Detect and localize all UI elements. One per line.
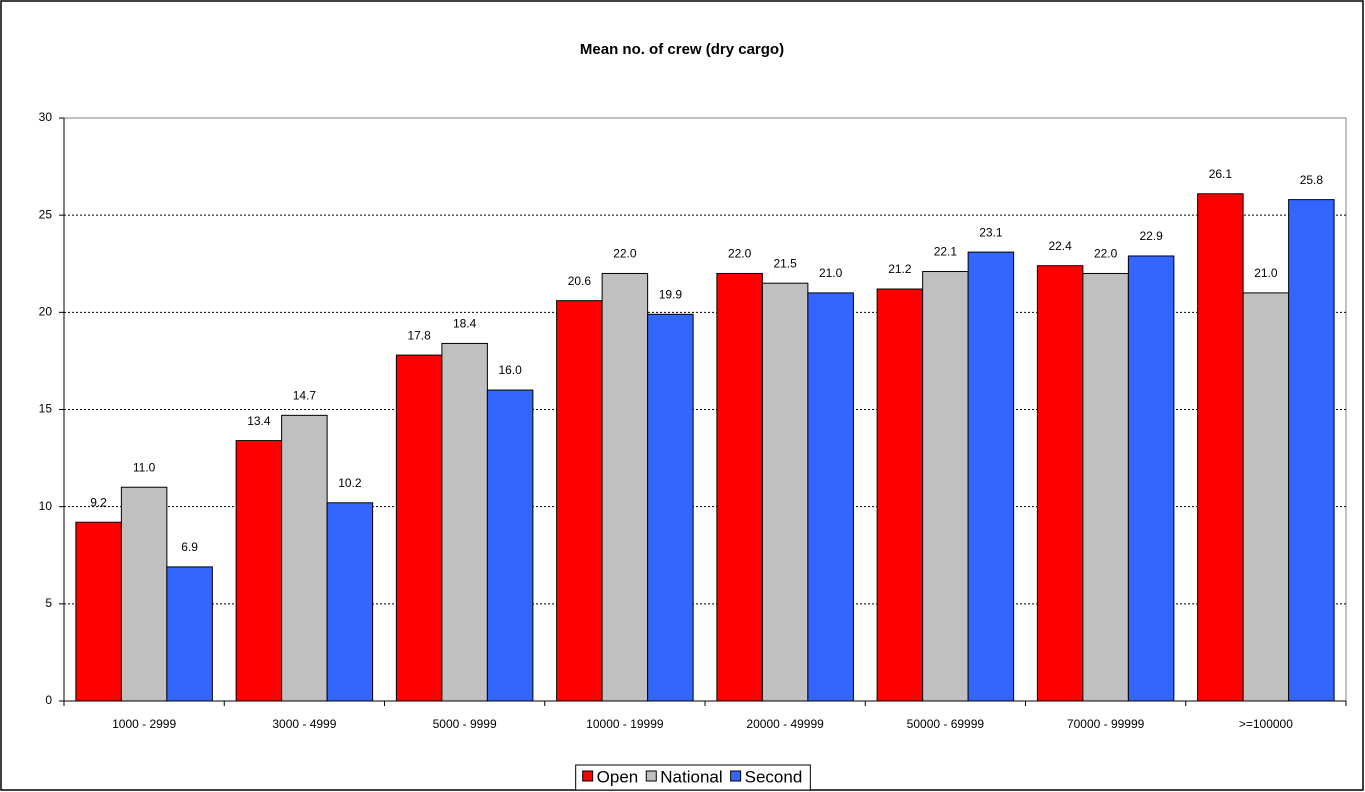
chart-title: Mean no. of crew (dry cargo)	[580, 41, 784, 58]
value-label: 14.7	[293, 389, 317, 403]
value-label: 22.4	[1048, 239, 1072, 253]
value-label: 26.1	[1209, 167, 1233, 181]
value-label: 19.9	[659, 287, 683, 301]
legend	[575, 764, 811, 791]
bar	[716, 272, 763, 702]
value-label: 22.9	[1139, 229, 1163, 243]
bar	[1127, 255, 1175, 702]
legend-label: Open	[597, 767, 639, 786]
bar	[395, 354, 443, 702]
y-tick-label: 20	[39, 305, 53, 319]
bar	[1082, 272, 1129, 702]
value-label: 23.1	[979, 225, 1003, 239]
x-tick-label: 1000 - 2999	[112, 717, 176, 731]
x-tick-label: 5000 - 9999	[433, 717, 497, 731]
bar	[1288, 199, 1335, 702]
value-label: 16.0	[498, 363, 522, 377]
bar	[967, 251, 1015, 702]
bar	[1036, 265, 1084, 702]
value-label: 20.6	[568, 274, 592, 288]
legend-swatch	[582, 770, 594, 782]
bar	[922, 271, 969, 702]
legend-label: National	[660, 767, 722, 786]
y-tick-label: 10	[39, 499, 53, 513]
value-label: 21.2	[888, 262, 912, 276]
value-label: 21.5	[773, 256, 797, 270]
bar	[647, 313, 694, 702]
bar	[166, 566, 213, 702]
value-label: 22.0	[613, 247, 637, 261]
x-tick-label: 20000 - 49999	[746, 717, 824, 731]
bar	[761, 282, 809, 702]
y-tick-label: 5	[45, 596, 52, 610]
value-label: 10.2	[338, 476, 362, 490]
y-tick-label: 0	[45, 693, 52, 707]
legend-swatch	[645, 770, 657, 782]
value-label: 6.9	[181, 540, 198, 554]
legend-label: Second	[745, 767, 803, 786]
x-tick-label: 50000 - 69999	[907, 717, 985, 731]
y-tick-label: 25	[39, 207, 53, 221]
bar	[326, 502, 374, 702]
x-tick-label: 10000 - 19999	[586, 717, 664, 731]
bar	[486, 389, 534, 702]
value-label: 21.0	[1254, 266, 1278, 280]
x-tick-label: >=100000	[1239, 717, 1293, 731]
bar	[1197, 193, 1244, 702]
bar	[281, 414, 328, 702]
bar	[120, 486, 168, 702]
value-label: 25.8	[1300, 173, 1324, 187]
x-tick-label: 70000 - 99999	[1067, 717, 1145, 731]
value-label: 22.1	[934, 245, 958, 259]
bar	[75, 521, 122, 702]
bar	[807, 292, 854, 702]
y-tick-label: 15	[39, 402, 53, 416]
bar	[876, 288, 924, 702]
value-label: 21.0	[819, 266, 843, 280]
bar	[556, 300, 603, 702]
bar	[441, 342, 488, 702]
value-label: 13.4	[247, 414, 271, 428]
value-label: 22.0	[728, 247, 752, 261]
value-label: 9.2	[90, 495, 107, 509]
value-label: 18.4	[453, 317, 477, 331]
bar	[601, 272, 649, 702]
bar	[1242, 292, 1290, 702]
legend-swatch	[730, 770, 742, 782]
value-label: 11.0	[133, 460, 156, 474]
y-tick-label: 30	[39, 110, 53, 124]
value-label: 22.0	[1094, 247, 1118, 261]
bar	[235, 440, 283, 702]
x-tick-label: 3000 - 4999	[272, 717, 336, 731]
value-label: 17.8	[407, 328, 431, 342]
